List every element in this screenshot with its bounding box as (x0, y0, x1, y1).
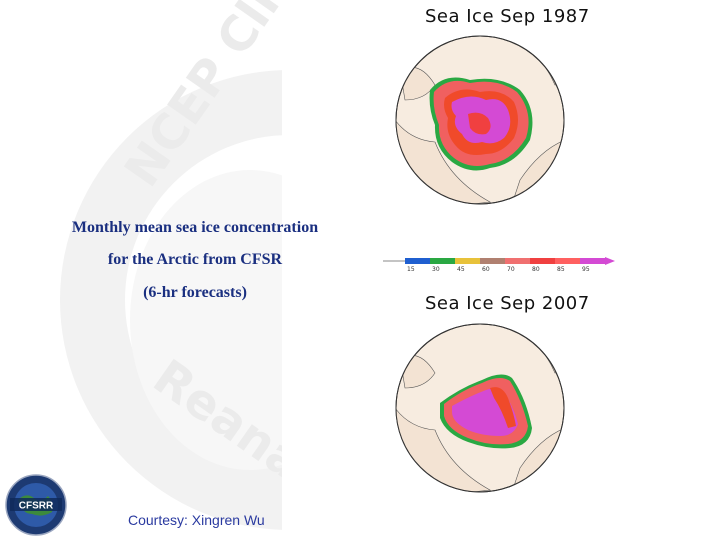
ncep-watermark-logo: NCEP Clim Reanalys (0, 0, 282, 540)
colorbar-swatch (580, 258, 605, 264)
caption-line-3: (6-hr forecasts) (143, 284, 247, 301)
concentration-colorbar: 15 30 45 60 70 80 85 95 (383, 255, 615, 273)
arctic-sea-ice-map-1987 (390, 30, 570, 210)
cfsrr-logo: CFSRR (2, 474, 70, 536)
colorbar-swatch (480, 258, 505, 264)
caption-line-1: Monthly mean sea ice concentration (71, 219, 319, 236)
colorbar-swatch (455, 258, 480, 264)
colorbar-tick-label: 95 (582, 266, 590, 273)
colorbar-tick-label: 30 (432, 266, 440, 273)
colorbar-swatch (505, 258, 530, 264)
map-title-1987: Sea Ice Sep 1987 (425, 6, 590, 27)
colorbar-swatch (405, 258, 430, 264)
colorbar-tick-label: 45 (457, 266, 465, 273)
colorbar-tick-label: 80 (532, 266, 540, 273)
courtesy-text: Courtesy: Xingren Wu (128, 512, 265, 528)
colorbar-tick-label: 85 (557, 266, 565, 273)
caption-line-2: for the Arctic from CFSR (107, 251, 283, 268)
colorbar-swatch (555, 258, 580, 264)
colorbar-tick-label: 60 (482, 266, 490, 273)
map-title-2007: Sea Ice Sep 2007 (425, 293, 590, 314)
arctic-sea-ice-map-2007 (390, 318, 570, 498)
logo-label: CFSRR (19, 501, 54, 512)
colorbar-tick-label: 70 (507, 266, 515, 273)
colorbar-swatch (430, 258, 455, 264)
colorbar-tick-label: 15 (407, 266, 415, 273)
colorbar-swatch (530, 258, 555, 264)
